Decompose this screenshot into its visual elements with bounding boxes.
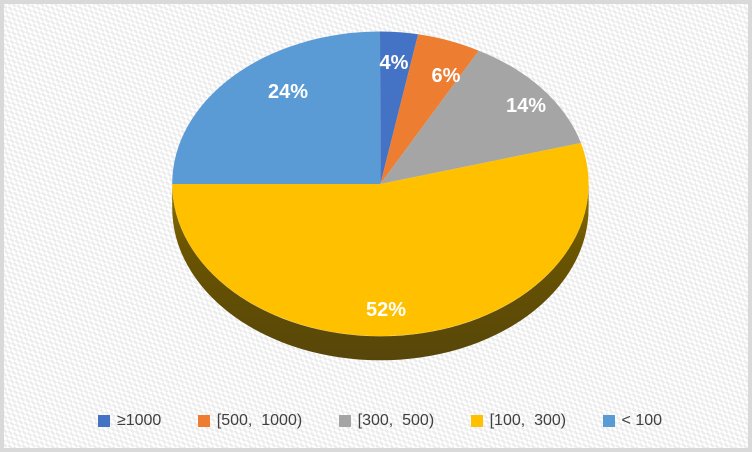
svg-text:6%: 6% (432, 65, 461, 87)
svg-text:14%: 14% (506, 95, 546, 117)
svg-text:24%: 24% (268, 81, 308, 103)
svg-text:4%: 4% (380, 52, 409, 74)
svg-text:52%: 52% (366, 299, 406, 321)
